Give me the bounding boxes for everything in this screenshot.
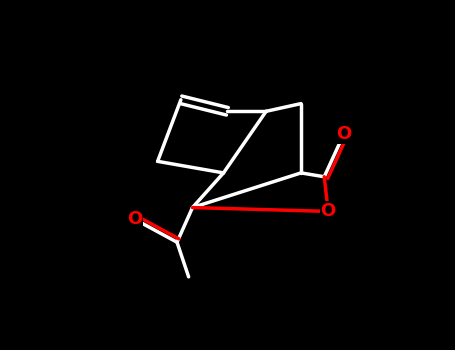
Text: O: O	[127, 210, 142, 228]
Text: O: O	[336, 125, 351, 144]
Text: O: O	[320, 202, 336, 220]
